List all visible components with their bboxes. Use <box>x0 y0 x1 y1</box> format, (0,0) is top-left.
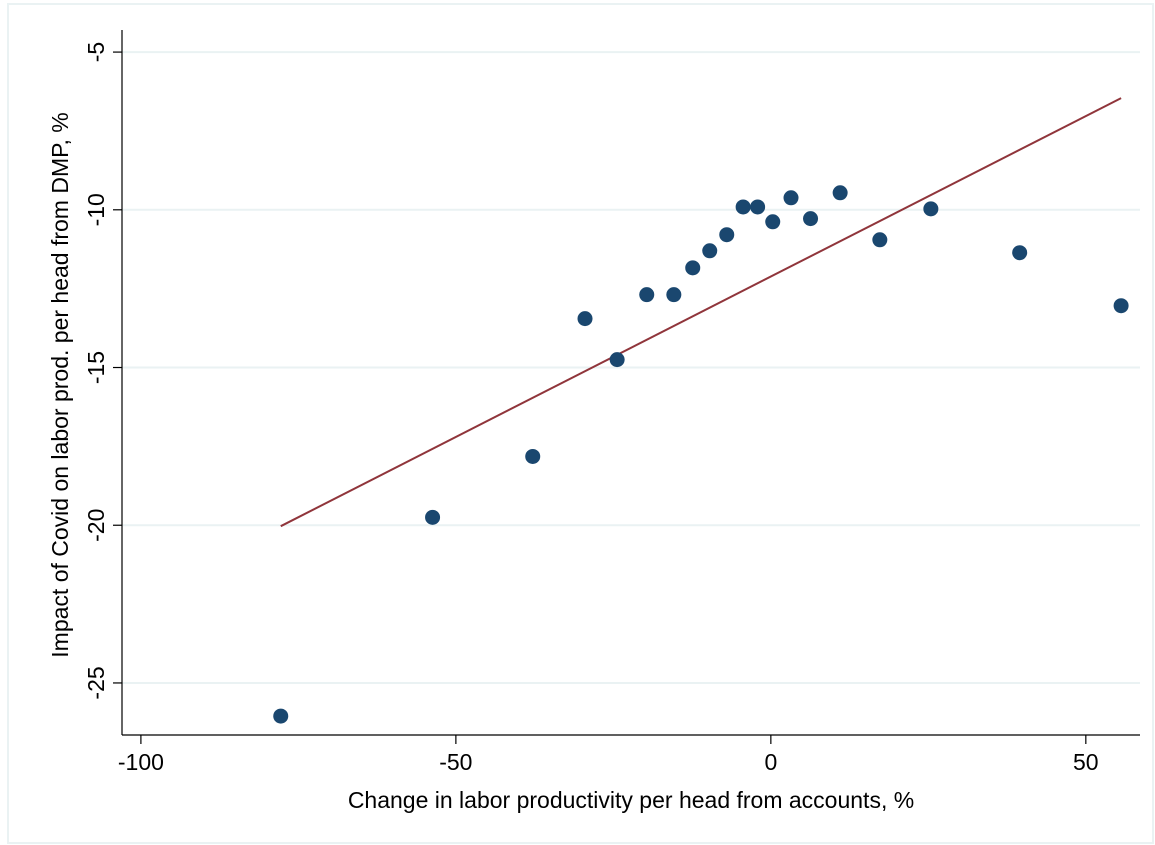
y-tick-label: -25 <box>83 666 109 699</box>
point <box>783 190 799 206</box>
point <box>666 287 682 303</box>
point <box>609 352 625 368</box>
x-axis-title: Change in labor productivity per head fr… <box>348 787 914 813</box>
point <box>832 185 848 201</box>
point <box>735 199 751 215</box>
x-tick-label: 50 <box>1073 749 1099 775</box>
y-tick-label: -20 <box>83 509 109 542</box>
point <box>525 448 541 464</box>
fit-line <box>280 97 1122 528</box>
point <box>872 232 888 248</box>
y-tick-label: -10 <box>83 193 109 226</box>
x-tick-label: -100 <box>118 749 164 775</box>
point <box>577 311 593 327</box>
point <box>719 227 735 243</box>
point <box>1113 298 1129 314</box>
point <box>702 243 718 259</box>
point <box>273 708 289 724</box>
y-tick-label: -5 <box>83 42 109 62</box>
point <box>639 287 655 303</box>
point <box>803 211 819 227</box>
point <box>765 214 781 230</box>
point <box>425 509 441 525</box>
point <box>1012 245 1028 261</box>
x-tick-label: 0 <box>764 749 777 775</box>
point <box>923 201 939 217</box>
y-axis-title: Impact of Covid on labor prod. per head … <box>47 112 73 657</box>
x-tick-label: -50 <box>439 749 472 775</box>
background <box>7 3 1154 844</box>
y-tick-label: -15 <box>83 351 109 384</box>
point <box>750 199 766 215</box>
point <box>685 260 701 276</box>
